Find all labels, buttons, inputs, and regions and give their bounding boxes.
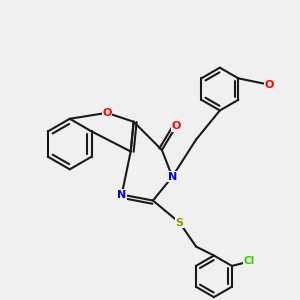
Text: O: O xyxy=(172,121,181,131)
Text: S: S xyxy=(176,218,184,228)
Text: N: N xyxy=(117,190,126,200)
Text: Cl: Cl xyxy=(244,256,255,266)
Text: O: O xyxy=(264,80,274,90)
Text: O: O xyxy=(102,108,112,118)
Text: N: N xyxy=(168,172,177,182)
